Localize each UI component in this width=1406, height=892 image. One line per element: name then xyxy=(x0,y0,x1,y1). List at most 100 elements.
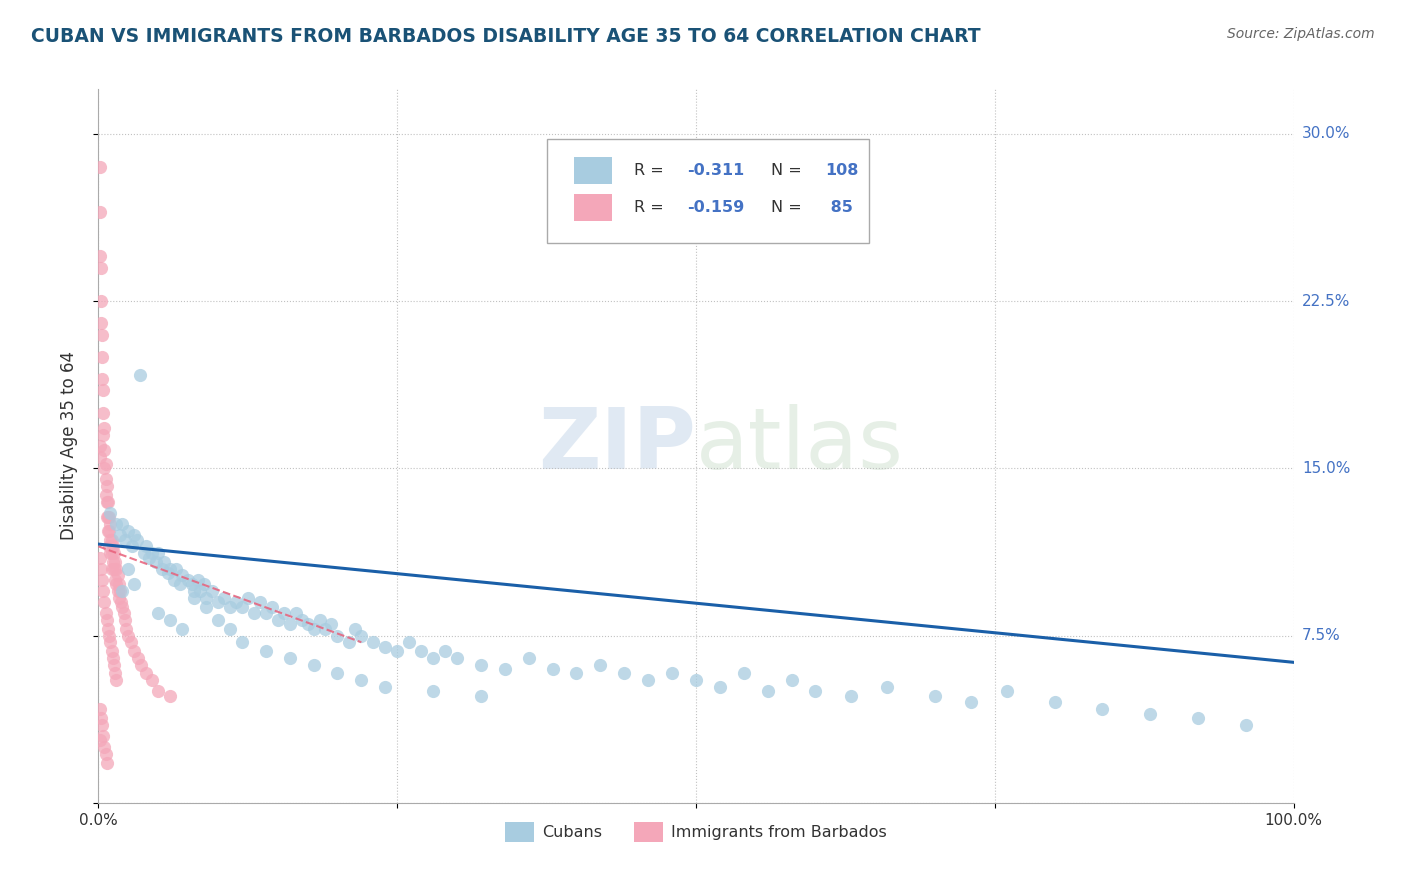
Point xyxy=(267,613,290,627)
Text: Source: ZipAtlas.com: Source: ZipAtlas.com xyxy=(1227,27,1375,41)
Point xyxy=(517,651,540,665)
Point xyxy=(470,657,492,672)
Point xyxy=(756,684,779,698)
Text: 108: 108 xyxy=(825,163,859,178)
Point xyxy=(159,613,181,627)
Point xyxy=(804,684,827,698)
Point xyxy=(93,443,115,458)
Point xyxy=(339,635,361,649)
Point xyxy=(132,546,155,560)
Point xyxy=(422,684,444,698)
Point xyxy=(98,635,122,649)
Point xyxy=(124,644,146,658)
Point xyxy=(225,595,247,609)
Point xyxy=(110,595,132,609)
Point xyxy=(127,651,149,665)
Point xyxy=(302,622,325,636)
Point xyxy=(254,607,277,621)
Point xyxy=(169,577,191,591)
Point xyxy=(193,577,215,591)
Point xyxy=(219,622,242,636)
Point xyxy=(254,644,277,658)
Point xyxy=(98,506,122,520)
Point xyxy=(98,628,121,642)
Point xyxy=(541,662,564,676)
Point xyxy=(107,591,129,605)
Point xyxy=(117,562,139,576)
Point xyxy=(124,528,146,542)
Point xyxy=(131,657,153,672)
Point xyxy=(98,533,122,547)
Text: N =: N = xyxy=(772,200,807,215)
Text: R =: R = xyxy=(634,200,669,215)
Point xyxy=(93,421,115,435)
Point xyxy=(89,249,111,264)
Point xyxy=(201,583,224,598)
Point xyxy=(236,591,259,605)
Point xyxy=(876,680,898,694)
Point xyxy=(89,450,111,464)
Bar xyxy=(574,157,613,184)
Point xyxy=(278,617,301,632)
Point xyxy=(273,607,295,621)
Point xyxy=(114,613,136,627)
Point xyxy=(995,684,1018,698)
Point xyxy=(148,607,170,621)
Point xyxy=(1187,711,1209,725)
Point xyxy=(780,673,803,687)
Point xyxy=(115,622,138,636)
Point xyxy=(100,644,122,658)
Point xyxy=(177,573,200,587)
Point xyxy=(98,510,121,524)
Point xyxy=(114,533,136,547)
Point xyxy=(1139,706,1161,721)
Point xyxy=(101,651,124,665)
Point xyxy=(148,546,170,560)
Point xyxy=(91,583,114,598)
Point xyxy=(103,546,125,560)
Point xyxy=(434,644,457,658)
Point xyxy=(153,555,176,569)
Point xyxy=(89,204,111,219)
Point xyxy=(207,595,229,609)
Point xyxy=(125,533,148,547)
Point xyxy=(494,662,516,676)
Point xyxy=(685,673,707,687)
Point xyxy=(91,350,114,364)
Text: -0.311: -0.311 xyxy=(688,163,745,178)
Point xyxy=(89,439,111,453)
Point xyxy=(90,293,112,308)
Point xyxy=(97,622,120,636)
Point xyxy=(100,533,122,547)
Point xyxy=(350,628,373,642)
Point xyxy=(960,696,983,710)
Point xyxy=(96,613,118,627)
Point xyxy=(188,583,211,598)
Point xyxy=(212,591,235,605)
Text: 22.5%: 22.5% xyxy=(1302,293,1350,309)
Point xyxy=(135,539,157,553)
Point xyxy=(96,494,118,508)
FancyBboxPatch shape xyxy=(547,139,869,243)
Text: CUBAN VS IMMIGRANTS FROM BARBADOS DISABILITY AGE 35 TO 64 CORRELATION CHART: CUBAN VS IMMIGRANTS FROM BARBADOS DISABI… xyxy=(31,27,980,45)
Point xyxy=(96,479,118,493)
Point xyxy=(284,607,307,621)
Point xyxy=(172,622,194,636)
Point xyxy=(93,461,115,475)
Point xyxy=(105,577,128,591)
Point xyxy=(93,740,115,755)
Point xyxy=(111,599,134,614)
Point xyxy=(135,666,157,681)
Point xyxy=(104,666,127,681)
Point xyxy=(278,651,301,665)
Point xyxy=(107,583,129,598)
Point xyxy=(91,717,114,731)
Point xyxy=(97,524,120,538)
Point xyxy=(187,573,209,587)
Point xyxy=(1043,696,1066,710)
Text: 30.0%: 30.0% xyxy=(1302,127,1350,141)
Point xyxy=(163,573,186,587)
Point xyxy=(924,689,946,703)
Point xyxy=(141,546,163,560)
Point xyxy=(148,684,170,698)
